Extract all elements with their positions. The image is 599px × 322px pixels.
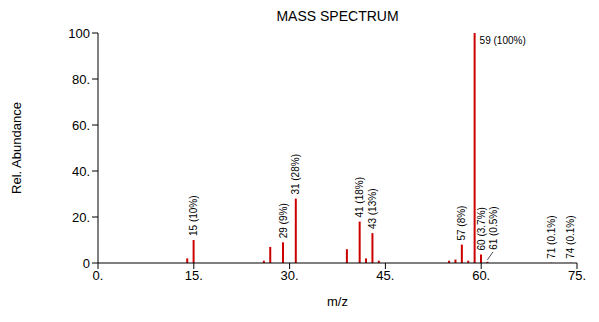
svg-text:0.: 0. (93, 268, 104, 283)
svg-text:60.: 60. (472, 268, 490, 283)
svg-text:74 (0.1%): 74 (0.1%) (565, 215, 576, 258)
svg-text:80.: 80. (72, 72, 90, 87)
svg-text:71 (0.1%): 71 (0.1%) (546, 215, 557, 258)
svg-text:40.: 40. (72, 164, 90, 179)
svg-text:0: 0 (83, 256, 90, 271)
svg-text:75.: 75. (568, 268, 586, 283)
svg-text:31 (28%): 31 (28%) (290, 154, 301, 195)
svg-text:20.: 20. (72, 210, 90, 225)
svg-text:45.: 45. (376, 268, 394, 283)
svg-text:57 (8%): 57 (8%) (456, 206, 467, 241)
svg-text:29 (9%): 29 (9%) (278, 203, 289, 238)
svg-text:15.: 15. (185, 268, 203, 283)
svg-text:Rel. Abundance: Rel. Abundance (9, 102, 24, 194)
html-text:MASS SPECTRUM: MASS SPECTRUM (276, 8, 399, 24)
svg-text:59 (100%): 59 (100%) (480, 35, 526, 46)
svg-text:30.: 30. (281, 268, 299, 283)
svg-text:41 (18%): 41 (18%) (354, 177, 365, 218)
svg-text:43 (13%): 43 (13%) (367, 189, 378, 230)
svg-text:60.: 60. (72, 118, 90, 133)
svg-text:m/z: m/z (327, 294, 348, 309)
svg-text:60 (3.7%): 60 (3.7%) (476, 207, 487, 250)
svg-text:15 (10%): 15 (10%) (188, 195, 199, 236)
svg-text:61 (0.5%): 61 (0.5%) (488, 206, 499, 249)
svg-text:100: 100 (68, 26, 90, 41)
